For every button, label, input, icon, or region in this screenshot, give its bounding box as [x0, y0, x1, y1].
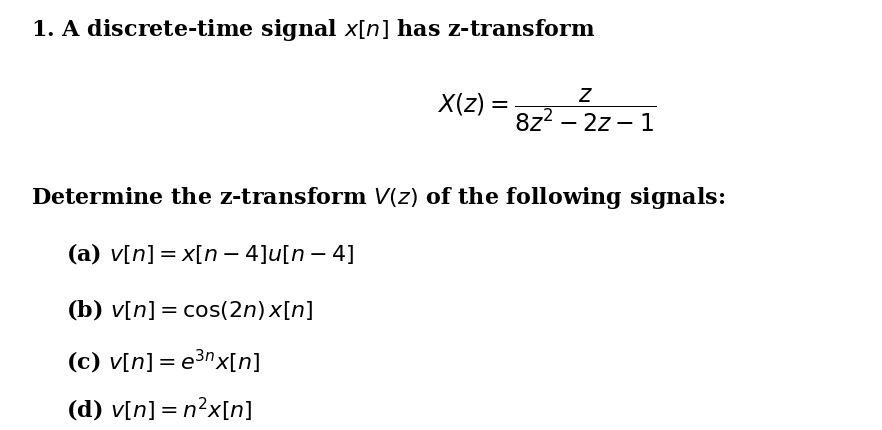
Text: (c) $v[n] = e^{3n}x[n]$: (c) $v[n] = e^{3n}x[n]$ — [66, 348, 260, 377]
Text: Determine the z-transform $V(z)$ of the following signals:: Determine the z-transform $V(z)$ of the … — [31, 185, 725, 211]
Text: (d) $v[n] = n^2 x[n]$: (d) $v[n] = n^2 x[n]$ — [66, 396, 253, 424]
Text: 1. A discrete-time signal $x[n]$ has z-transform: 1. A discrete-time signal $x[n]$ has z-t… — [31, 17, 595, 43]
Text: (a) $v[n] = x[n-4]u[n-4]$: (a) $v[n] = x[n-4]u[n-4]$ — [66, 241, 355, 266]
Text: $X(z) = \dfrac{z}{8z^2 - 2z - 1}$: $X(z) = \dfrac{z}{8z^2 - 2z - 1}$ — [437, 86, 656, 134]
Text: (b) $v[n] = \cos(2n)\, x[n]$: (b) $v[n] = \cos(2n)\, x[n]$ — [66, 297, 314, 322]
